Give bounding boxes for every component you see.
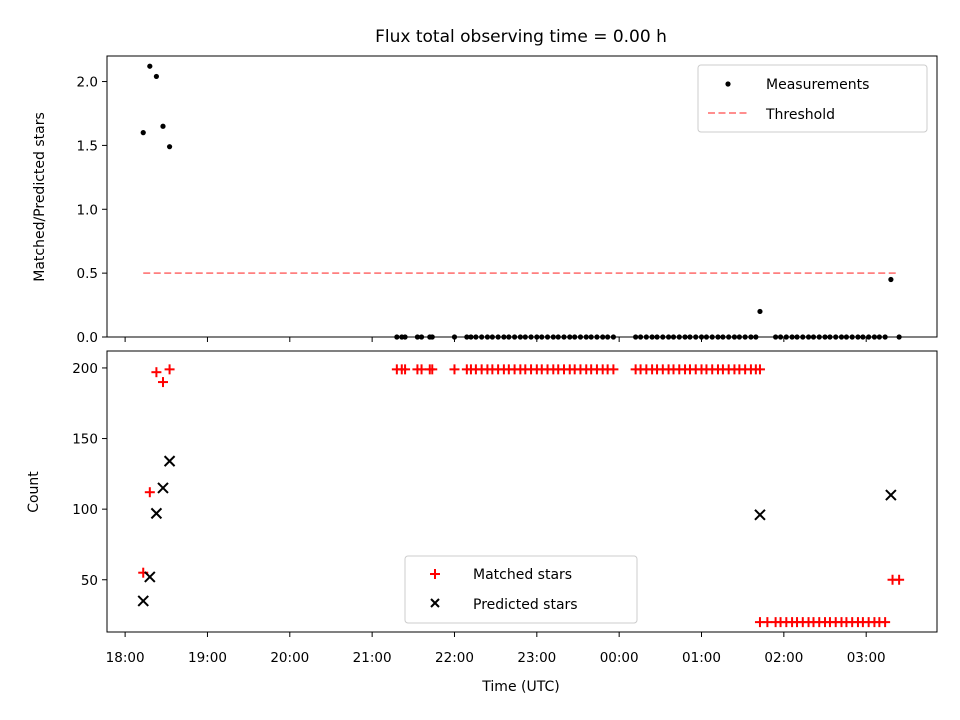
matched-star-point (400, 364, 411, 375)
legend-measurements-marker (725, 81, 731, 87)
bottom-plot-area (137, 364, 905, 628)
measurement-point (147, 63, 153, 69)
predicted-star-point (157, 482, 169, 494)
predicted-star-point (754, 509, 766, 521)
matched-star-point (880, 617, 891, 628)
bottom-xtick-label: 23:00 (517, 650, 556, 666)
bottom-x-axis-label: Time (UTC) (481, 679, 559, 695)
top-legend-box (697, 64, 928, 133)
top-y-ticks: 0.0 0.5 1.0 1.5 2.0 (77, 75, 107, 346)
predicted-star-point (885, 489, 897, 501)
bottom-xtick-label: 20:00 (270, 650, 309, 666)
top-ytick-label: 1.0 (77, 202, 98, 218)
bottom-xtick-label: 01:00 (682, 650, 721, 666)
matched-star-point (754, 364, 765, 375)
bottom-xtick-label: 19:00 (188, 650, 227, 666)
predicted-star-point (163, 455, 176, 467)
matched-star-point (449, 364, 460, 375)
legend-matched-label: Matched stars (473, 567, 572, 583)
legend-threshold-label: Threshold (765, 107, 835, 123)
matched-star-point (144, 487, 155, 498)
bottom-x-ticks: 18:00 19:00 20:00 21:00 22:00 23:00 00:00 01:00… (106, 632, 886, 666)
predicted-star-point (137, 595, 149, 607)
bottom-ytick-label: 150 (72, 432, 98, 448)
top-legend: Measurements Threshold (697, 64, 928, 133)
top-ytick-label: 0.0 (77, 330, 98, 346)
bottom-xtick-label: 21:00 (353, 650, 392, 666)
measurement-point (160, 123, 166, 129)
top-ytick-label: 1.5 (77, 138, 98, 154)
measurement-point (153, 73, 160, 80)
top-title: Flux total observing time = 0.00 h (375, 27, 667, 47)
matched-star-point (608, 364, 619, 375)
bottom-ytick-label: 50 (81, 573, 98, 589)
measurement-point (166, 144, 173, 150)
bottom-legend-box (404, 555, 638, 624)
matched-star-point (427, 364, 438, 375)
top-axes-frame (106, 55, 938, 338)
bottom-y-ticks: 50 100 150 200 (72, 361, 107, 589)
measurement-point (140, 130, 146, 136)
bottom-ytick-label: 200 (72, 361, 98, 377)
bottom-xtick-label: 22:00 (435, 650, 474, 666)
bottom-y-axis-label: Count (26, 471, 42, 513)
bottom-xtick-label: 02:00 (764, 650, 803, 666)
top-x-ticks (124, 337, 867, 342)
bottom-ytick-label: 100 (72, 502, 98, 518)
legend-matched-marker (430, 569, 440, 579)
legend-predicted-label: Predicted stars (473, 597, 578, 613)
predicted-star-point (150, 507, 163, 520)
measurement-point (888, 276, 894, 283)
measurement-point (757, 308, 763, 315)
legend-measurements-label: Measurements (766, 77, 869, 93)
bottom-xtick-label: 00:00 (600, 650, 639, 666)
bottom-xtick-label: 18:00 (106, 650, 145, 666)
matched-star-point (164, 364, 175, 375)
matched-star-point (157, 377, 168, 388)
bottom-xtick-label: 03:00 (847, 650, 886, 666)
matched-star-point (151, 367, 162, 378)
top-ytick-label: 2.0 (77, 75, 98, 91)
bottom-legend: Matched stars Predicted stars (404, 555, 638, 624)
bottom-axes-frame (106, 350, 938, 633)
matched-star-point (894, 574, 905, 585)
predicted-star-point (144, 571, 156, 583)
legend-predicted-marker (430, 598, 440, 608)
top-ytick-label: 0.5 (77, 266, 98, 282)
top-y-axis-label: Matched/Predicted stars (32, 112, 48, 282)
